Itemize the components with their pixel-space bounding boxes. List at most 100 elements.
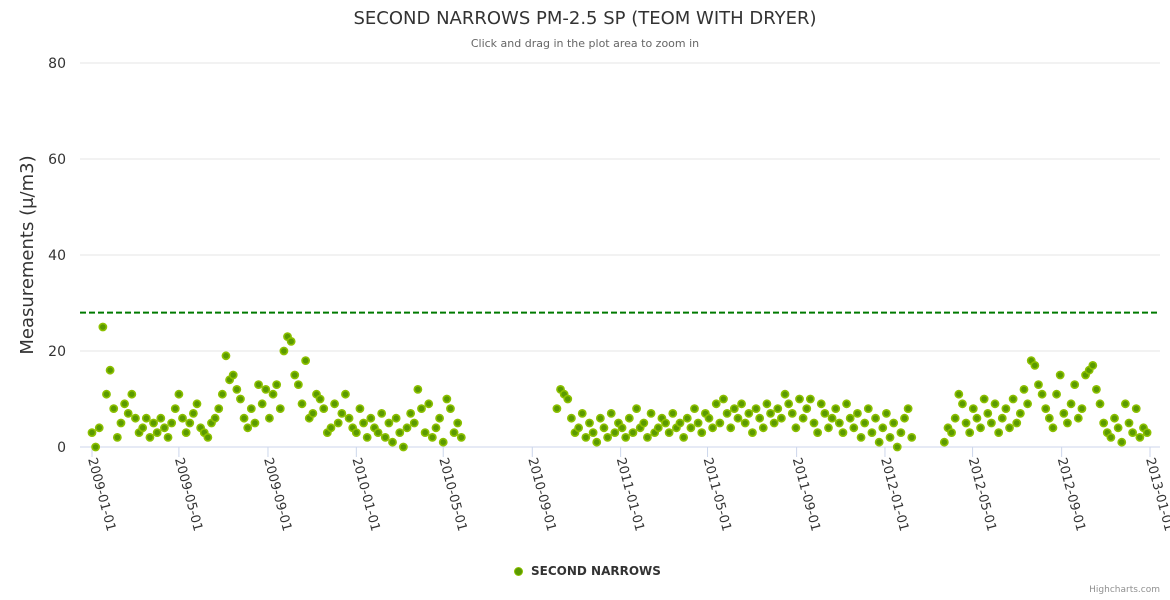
data-point [449,428,459,437]
legend-item-second-narrows[interactable]: SECOND NARROWS [514,564,661,578]
data-point [690,404,699,413]
data-point [1092,384,1101,394]
data-point [1110,413,1119,423]
data-point [892,442,902,452]
data-point [780,389,790,399]
data-point [574,423,584,433]
data-point [279,346,289,356]
data-point [585,418,594,428]
data-point [744,408,754,418]
data-point [610,428,620,437]
data-point [947,428,956,437]
data-point [156,413,166,423]
data-point [109,404,119,413]
data-point [1070,380,1080,389]
data-point [784,399,794,409]
data-point [563,394,573,404]
data-point [420,428,430,437]
data-point [366,413,376,423]
data-point [939,437,949,447]
data-point [424,399,434,409]
data-point [777,413,786,423]
data-point [958,399,967,409]
data-point [91,442,101,452]
data-point [123,408,133,418]
data-point [232,384,242,394]
data-point [413,384,423,394]
data-point [351,428,361,437]
data-point [290,370,300,380]
data-point [668,408,678,418]
data-point [442,394,452,404]
data-point [675,418,685,428]
data-point [834,418,844,428]
data-point [1048,423,1058,433]
data-point [1066,399,1076,409]
data-point [769,418,779,428]
data-point [867,428,877,437]
data-point [239,413,249,423]
data-point [965,428,975,437]
data-point [1063,418,1072,428]
data-point [1113,423,1123,433]
data-point [639,418,649,428]
data-point [860,418,870,428]
data-point [791,423,801,433]
data-point [802,404,812,413]
data-point [1019,384,1029,394]
data-point [874,437,884,447]
data-point [1124,418,1134,428]
data-point [628,428,638,437]
x-tick-label: 2009-09-01 [260,456,294,533]
data-point [798,413,808,423]
data-point [152,428,162,437]
data-point [979,394,989,404]
data-point [1015,408,1025,418]
data-point [1117,437,1127,447]
data-point [722,408,732,418]
data-point [388,437,397,447]
data-point [1023,399,1033,409]
data-point [900,413,909,423]
legend-marker-icon [514,566,523,576]
data-point [1044,413,1054,423]
data-point [885,432,895,442]
data-point [795,394,804,404]
data-point [990,399,1000,409]
data-point [813,428,823,437]
data-point [301,356,311,365]
x-tick-label: 2011-01-01 [613,456,647,533]
data-point [160,423,169,433]
data-point [715,418,725,428]
data-point [758,423,768,433]
data-point [1106,432,1116,442]
data-point [243,423,253,433]
data-point [856,432,866,442]
data-point [1120,399,1130,409]
data-point [163,432,173,442]
data-point [228,370,238,380]
data-point [842,399,851,409]
data-point [214,404,224,413]
x-tick-label: 2010-01-01 [348,456,382,533]
data-point [337,408,347,418]
data-point [319,404,329,413]
data-point [748,428,757,437]
data-point [646,408,656,418]
data-point [293,380,303,389]
data-point [409,418,419,428]
data-point [816,399,826,409]
data-point [968,404,978,413]
data-point [693,418,703,428]
data-point [1142,428,1152,437]
data-point [997,413,1007,423]
data-point [1099,418,1109,428]
data-point [697,428,707,437]
data-point [178,413,187,423]
data-point [250,418,260,428]
data-point [1088,360,1098,370]
data-point [853,408,862,418]
credits-link[interactable]: Highcharts.com [1089,585,1160,595]
x-tick-label: 2009-01-01 [84,456,118,533]
